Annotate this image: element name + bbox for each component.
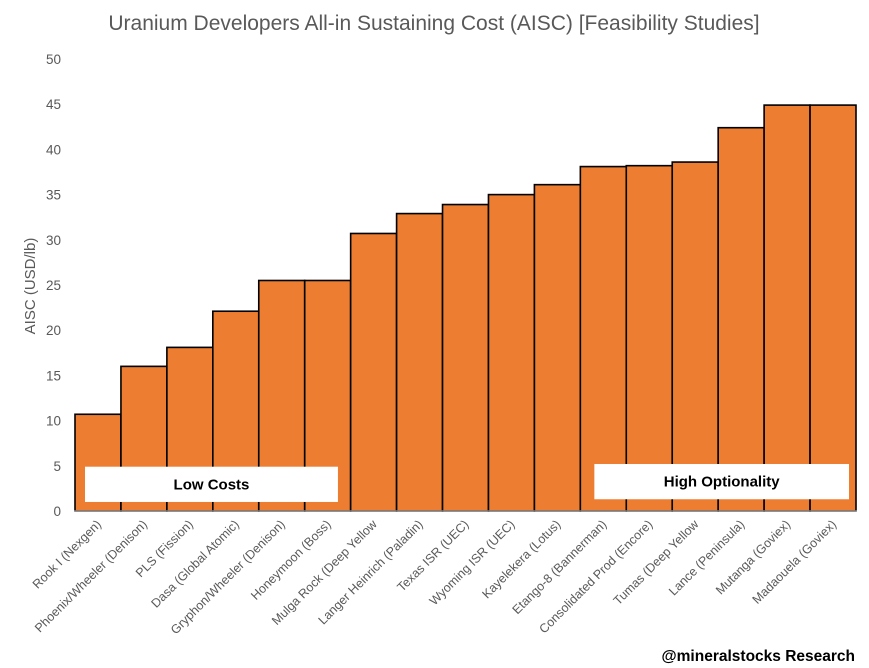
bar [763, 104, 811, 512]
annotation-box [85, 466, 338, 502]
y-tick-label: 15 [46, 368, 61, 383]
chart-title: Uranium Developers All-in Sustaining Cos… [108, 12, 759, 35]
bar [579, 165, 628, 512]
y-tick-label: 45 [46, 97, 61, 112]
bar [717, 126, 765, 512]
annotations: Low Costs High Optionality [85, 463, 849, 502]
annotation-box [594, 463, 849, 500]
x-tick-label: Kayelekera (Lotus) [479, 517, 563, 601]
bar [533, 183, 582, 512]
y-tick-label: 40 [46, 142, 61, 157]
y-tick-label: 10 [46, 414, 61, 429]
x-tick-label: Honeymoon (Boss) [248, 517, 334, 603]
y-axis-label: AISC (USD/lb) [22, 238, 39, 335]
y-tick-label: 5 [53, 459, 61, 474]
x-tick-label: Wyoming ISR (UEC) [427, 517, 518, 608]
bar [671, 161, 719, 512]
y-tick-label: 35 [46, 188, 61, 203]
y-tick-label: 0 [53, 504, 61, 519]
bar [809, 104, 857, 512]
source-credit: @mineralstocks Research [662, 648, 855, 665]
x-axis-ticks: Rook I (Nexgen)Phoenix/Wheeler (Denison)… [30, 517, 839, 638]
bar [441, 203, 490, 512]
y-tick-label: 50 [46, 52, 61, 67]
bars [74, 104, 857, 512]
bar [349, 232, 398, 512]
x-tick-label: Madaouela (Goviex) [750, 517, 839, 606]
y-tick-label: 25 [46, 278, 61, 293]
annotation-label: Low Costs [174, 476, 250, 493]
y-axis-ticks: 0 5 10 15 20 25 30 35 40 45 50 [46, 52, 61, 519]
bar [395, 212, 444, 512]
bar [487, 193, 536, 512]
y-tick-label: 30 [46, 233, 61, 248]
x-tick-label: Dasa (Global Atomic) [148, 517, 241, 610]
y-tick-label: 20 [46, 323, 61, 338]
bar [625, 164, 674, 512]
x-tick-label: Tumas (Deep Yellow [611, 517, 702, 608]
annotation-label: High Optionality [664, 474, 780, 491]
